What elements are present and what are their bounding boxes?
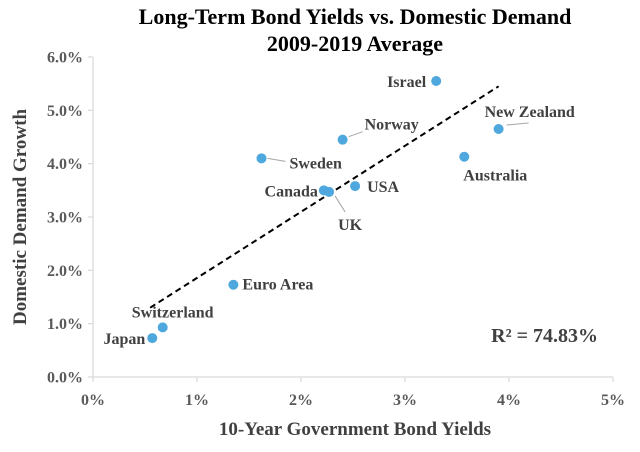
point-label-uk: UK (338, 217, 363, 234)
point-label-usa: USA (367, 179, 399, 196)
data-point-new-zealand (493, 124, 504, 134)
chart-subtitle: 2009-2019 Average (267, 31, 443, 56)
y-tick-label: 6.0% (47, 50, 83, 67)
x-tick-label: 0% (81, 392, 105, 409)
point-label-australia: Australia (463, 168, 527, 185)
y-tick-label: 2.0% (47, 263, 83, 280)
point-label-israel: Israel (387, 74, 427, 91)
x-tick-label: 5% (601, 392, 625, 409)
data-point-australia (459, 151, 470, 162)
leader-line-new-zealand (506, 122, 529, 126)
y-axis-ticks: 0.0% 1.0% 2.0% 3.0% 4.0% 5.0% 6.0% (47, 50, 93, 387)
point-label-norway: Norway (365, 117, 419, 134)
leader-line-uk (334, 195, 346, 213)
leader-line-sweden (267, 157, 286, 162)
y-tick-label: 3.0% (47, 210, 83, 227)
leader-line-norway (348, 131, 363, 138)
y-tick-label: 0.0% (47, 370, 83, 387)
trendline (149, 85, 500, 309)
point-label-new-zealand: New Zealand (485, 104, 575, 121)
data-point-norway (337, 134, 348, 145)
y-tick-label: 5.0% (47, 103, 83, 120)
x-axis-title: 10-Year Government Bond Yields (219, 419, 491, 440)
y-tick-label: 4.0% (47, 156, 83, 173)
data-point-israel (431, 76, 442, 86)
x-tick-label: 1% (185, 392, 209, 409)
point-label-canada: Canada (265, 183, 318, 200)
r-squared-annotation: R² = 74.83% (491, 325, 598, 347)
chart-title: Long-Term Bond Yields vs. Domestic Deman… (139, 4, 572, 29)
data-point-euro-area (228, 279, 239, 290)
data-point-usa (350, 181, 361, 192)
y-tick-label: 1.0% (47, 316, 83, 333)
data-point-uk (324, 186, 335, 197)
point-label-japan: Japan (103, 331, 145, 348)
x-tick-label: 2% (289, 392, 313, 409)
data-point-switzerland (157, 322, 168, 333)
x-axis-ticks: 0% 1% 2% 3% 4% 5% (81, 377, 625, 409)
data-points (147, 76, 504, 344)
point-labels: Israel New Zealand Norway Sweden Australia US… (103, 74, 574, 348)
point-label-sweden: Sweden (289, 155, 342, 172)
leader-lines (267, 122, 529, 213)
trendline-group (149, 85, 500, 309)
y-axis-title: Domestic Demand Growth (10, 109, 31, 325)
x-tick-label: 3% (393, 392, 417, 409)
data-point-sweden (256, 153, 267, 164)
point-label-switzerland: Switzerland (132, 304, 214, 321)
x-tick-label: 4% (497, 392, 521, 409)
point-label-euro-area: Euro Area (242, 277, 313, 294)
data-point-japan (147, 333, 158, 344)
